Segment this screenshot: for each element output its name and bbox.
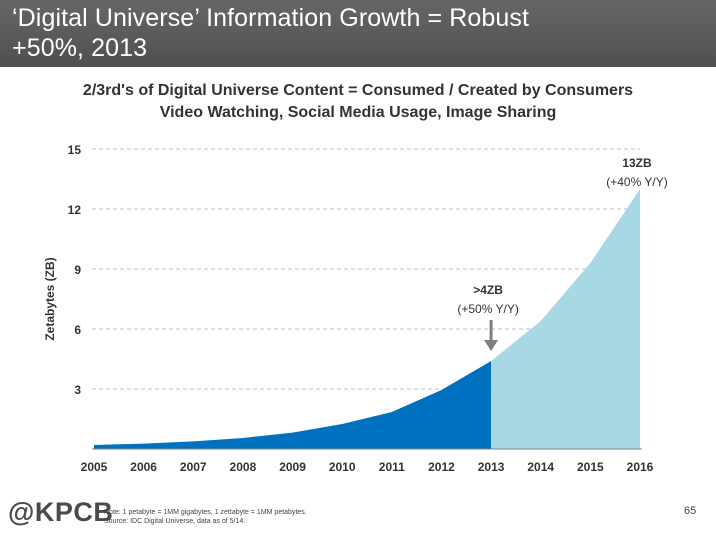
x-tick-label: 2010 (329, 460, 356, 474)
annotation-value: >4ZB (473, 283, 503, 297)
annotation-arrow-head (484, 340, 499, 351)
x-tick-label: 2015 (577, 460, 604, 474)
y-tick-label: 6 (74, 323, 81, 337)
x-tick-label: 2008 (230, 460, 257, 474)
chart-subtitle: 2/3rd's of Digital Universe Content = Co… (0, 80, 716, 124)
x-tick-label: 2016 (627, 460, 654, 474)
y-tick-label: 12 (68, 203, 82, 217)
x-tick-label: 2009 (279, 460, 306, 474)
slide-title-line1: ‘Digital Universe’ Information Growth = … (12, 4, 530, 32)
page-number: 65 (684, 505, 697, 517)
digital-universe-area-chart: 3 6 9 12 15 2005 2006 2007 2008 2009 2010 2011 2012 2… (43, 143, 668, 474)
y-axis-title: Zetabytes (ZB) (43, 257, 57, 340)
title-bar: ‘Digital Universe’ Information Growth = … (0, 0, 716, 67)
x-tick-label: 2014 (527, 460, 554, 474)
footnote-line1: Note: 1 petabyte = 1MM gigabytes, 1 zett… (104, 509, 307, 516)
slide-title-line2: +50%, 2013 (12, 34, 148, 62)
x-tick-label: 2006 (130, 460, 157, 474)
y-tick-label: 15 (68, 143, 82, 157)
historical-area (94, 361, 492, 449)
kpcb-logo: @KPCB (8, 497, 114, 527)
y-tick-label: 3 (74, 383, 81, 397)
y-tick-label: 9 (74, 263, 81, 277)
x-tick-label: 2013 (478, 460, 505, 474)
footnote-line2: Source: IDC Digital Universe, data as of… (104, 518, 246, 525)
x-tick-label: 2012 (428, 460, 455, 474)
footnote: Note: 1 petabyte = 1MM gigabytes, 1 zett… (104, 508, 307, 526)
subtitle-line1: 2/3rd's of Digital Universe Content = Co… (82, 82, 634, 99)
x-tick-label: 2007 (180, 460, 207, 474)
slide-title: ‘Digital Universe’ Information Growth = … (12, 3, 692, 63)
x-tick-label: 2005 (81, 460, 108, 474)
x-tick-label: 2011 (379, 460, 405, 474)
subtitle-line2: Video Watching, Social Media Usage, Imag… (159, 104, 557, 121)
projected-area (491, 189, 640, 449)
annotation-growth: (+40% Y/Y) (606, 175, 667, 189)
annotation-value: 13ZB (622, 156, 652, 170)
annotation-growth: (+50% Y/Y) (457, 302, 518, 316)
